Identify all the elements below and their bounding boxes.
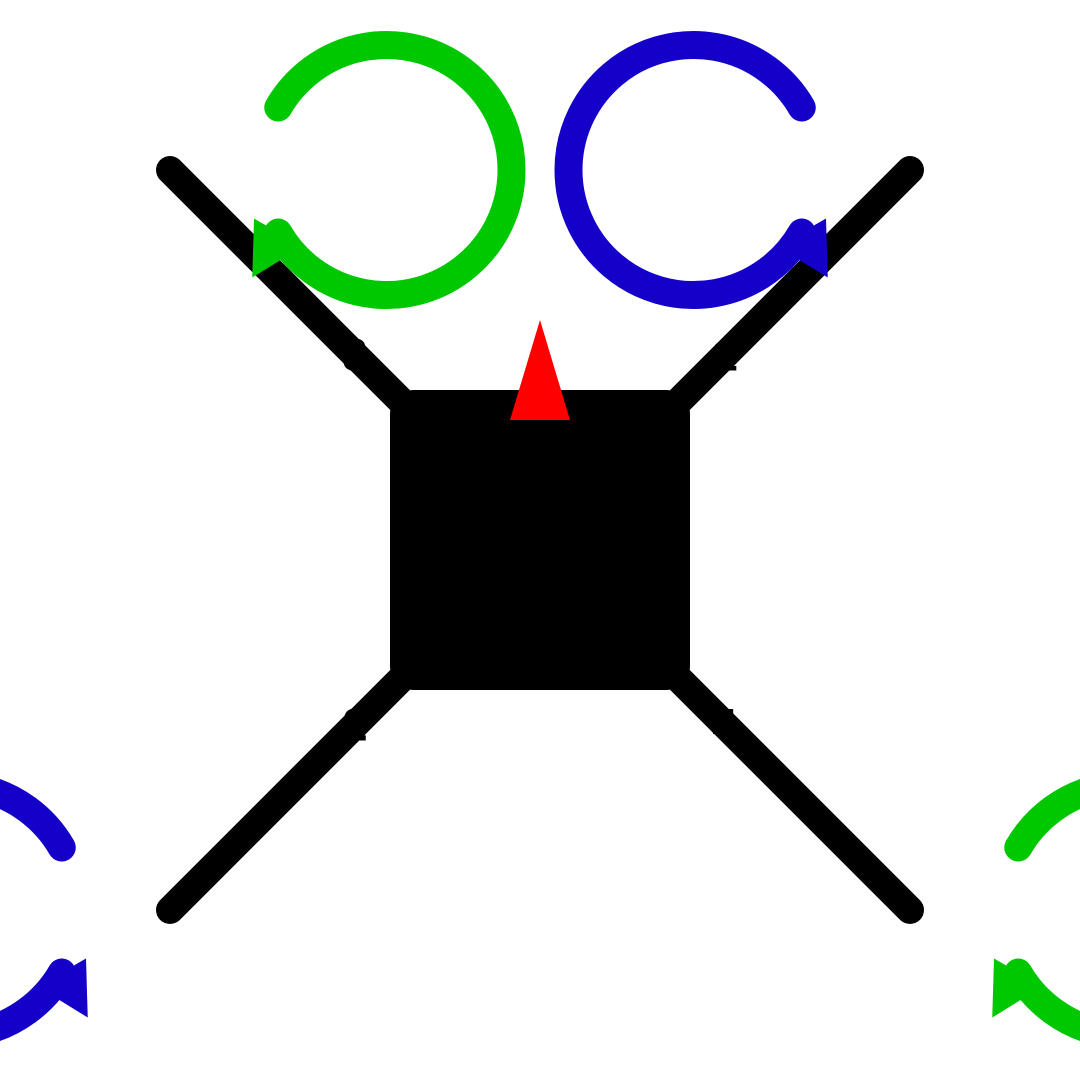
motor-label-rear_right: 4 <box>712 700 737 751</box>
nose-arrow <box>510 320 570 420</box>
rotor-rear_left-arc <box>0 785 62 1035</box>
quad-body <box>390 390 690 690</box>
rotor-front_right-arc <box>568 45 801 295</box>
motor-arm <box>650 650 910 910</box>
motor-label-front_left: 3 <box>342 330 367 381</box>
motor-label-front_right: 1 <box>712 330 737 381</box>
motor-arm <box>170 650 430 910</box>
rotor-front_left-arc <box>278 45 511 295</box>
motor-label-rear_left: 2 <box>342 700 367 751</box>
rotor-rear_right-arc <box>1018 785 1080 1035</box>
